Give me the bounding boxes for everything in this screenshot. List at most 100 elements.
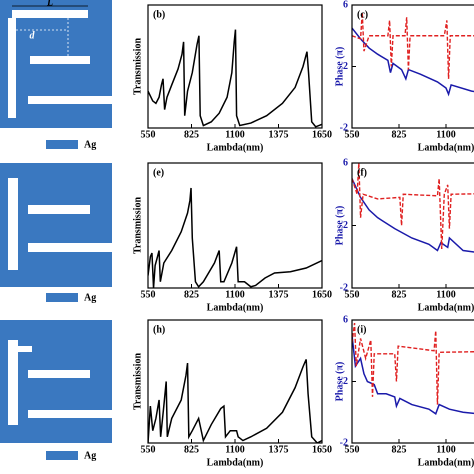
slot xyxy=(30,56,90,64)
slot xyxy=(28,96,112,104)
data-line xyxy=(148,29,322,128)
legend-swatch xyxy=(46,140,78,149)
data-line xyxy=(352,178,474,253)
data-line xyxy=(352,27,474,97)
x-tick-label: 550 xyxy=(141,444,156,455)
x-tick-label: 1100 xyxy=(225,129,244,140)
x-tick-label: 550 xyxy=(141,289,156,300)
y-tick-label: -2 xyxy=(340,122,348,133)
x-tick-label: 1375 xyxy=(269,444,289,455)
axes-frame xyxy=(351,4,474,129)
silver-block xyxy=(0,320,112,443)
x-tick-label: 825 xyxy=(184,289,199,300)
axes-frame xyxy=(147,319,323,444)
slot xyxy=(8,340,18,425)
data-line xyxy=(148,359,322,443)
slot xyxy=(28,410,112,418)
y-axis-label: Transmission xyxy=(132,197,143,254)
y-axis-label: Phase (π) xyxy=(334,362,345,402)
x-tick-label: 825 xyxy=(184,444,199,455)
x-tick-label: 1100 xyxy=(225,289,244,300)
data-line xyxy=(148,187,322,288)
panel-label: (f) xyxy=(357,167,367,178)
y-tick-label: 6 xyxy=(343,157,348,168)
chart: 550 825 1100 1375 1650 Lambda(nm) Transmission… xyxy=(132,162,332,313)
panel-label: (i) xyxy=(357,324,366,335)
x-tick-label: 1375 xyxy=(269,289,289,300)
y-tick-label: 2 xyxy=(343,376,348,387)
structure-2: Ag xyxy=(0,163,112,303)
plot-area xyxy=(352,322,474,415)
x-axis-label: Lambda(nm) xyxy=(418,302,474,313)
y-tick-label: 6 xyxy=(343,314,348,325)
y-axis-label: Transmission xyxy=(132,38,143,95)
x-axis-label: Lambda(nm) xyxy=(418,142,474,153)
legend-label: Ag xyxy=(84,139,96,150)
y-tick-label: 2 xyxy=(343,220,348,231)
x-tick-label: 825 xyxy=(184,129,199,140)
axes-frame xyxy=(351,319,474,444)
axes-frame xyxy=(147,4,323,129)
slot xyxy=(28,370,90,378)
silver-block xyxy=(0,163,112,287)
y-axis-label: Transmission xyxy=(132,353,143,410)
x-tick-label: 550 xyxy=(345,289,360,300)
x-axis-label: Lambda(nm) xyxy=(207,302,264,313)
structure-1: L d Ag xyxy=(0,0,112,150)
axes-frame xyxy=(351,162,474,289)
structure-3: Ag xyxy=(0,320,112,461)
y-axis-label: Phase (π) xyxy=(334,47,345,87)
x-tick-label: 825 xyxy=(392,129,407,140)
data-line xyxy=(352,322,474,405)
slot xyxy=(28,205,90,214)
data-line xyxy=(352,335,474,415)
x-tick-label: 550 xyxy=(345,129,360,140)
panel-label: (e) xyxy=(153,167,164,178)
panel-label: (h) xyxy=(153,324,165,335)
annotation: L xyxy=(46,0,53,8)
y-tick-label: 6 xyxy=(343,0,348,10)
legend-swatch xyxy=(46,293,78,302)
x-tick-label: 1650 xyxy=(312,129,332,140)
slot xyxy=(28,243,112,252)
panel-label: (b) xyxy=(153,9,165,20)
chart: 550 825 1100 1375 1650 Lambda(nm) Transmission… xyxy=(132,319,332,468)
slot xyxy=(8,18,16,118)
x-tick-label: 1100 xyxy=(225,444,244,455)
legend-label: Ag xyxy=(84,292,96,303)
annotation: d xyxy=(30,30,36,41)
x-tick-label: 1650 xyxy=(312,444,332,455)
x-tick-label: 550 xyxy=(345,444,360,455)
plot-area xyxy=(148,359,322,443)
plot-area xyxy=(148,29,322,128)
y-axis-label: Phase (π) xyxy=(334,206,345,246)
plot-area xyxy=(148,187,322,288)
axes-frame xyxy=(147,162,323,289)
x-tick-label: 825 xyxy=(392,444,407,455)
x-axis-label: Lambda(nm) xyxy=(418,457,474,468)
panel-label: (c) xyxy=(357,9,368,20)
x-tick-label: 550 xyxy=(141,129,156,140)
x-tick-label: 825 xyxy=(392,289,407,300)
data-line xyxy=(352,163,474,249)
x-tick-label: 1650 xyxy=(312,289,332,300)
slot xyxy=(12,10,88,18)
slot xyxy=(10,346,32,352)
x-axis-label: Lambda(nm) xyxy=(207,142,264,153)
y-tick-label: -2 xyxy=(340,437,348,448)
y-tick-label: -2 xyxy=(340,282,348,293)
x-tick-label: 1375 xyxy=(269,129,289,140)
y-tick-label: 2 xyxy=(343,61,348,72)
plot-area xyxy=(352,163,474,253)
x-axis-label: Lambda(nm) xyxy=(207,457,264,468)
x-tick-label: 1100 xyxy=(436,129,455,140)
plot-area xyxy=(352,12,474,97)
x-tick-label: 1100 xyxy=(436,444,455,455)
x-tick-label: 1100 xyxy=(436,289,455,300)
legend-swatch xyxy=(46,451,78,460)
data-line xyxy=(352,12,474,79)
